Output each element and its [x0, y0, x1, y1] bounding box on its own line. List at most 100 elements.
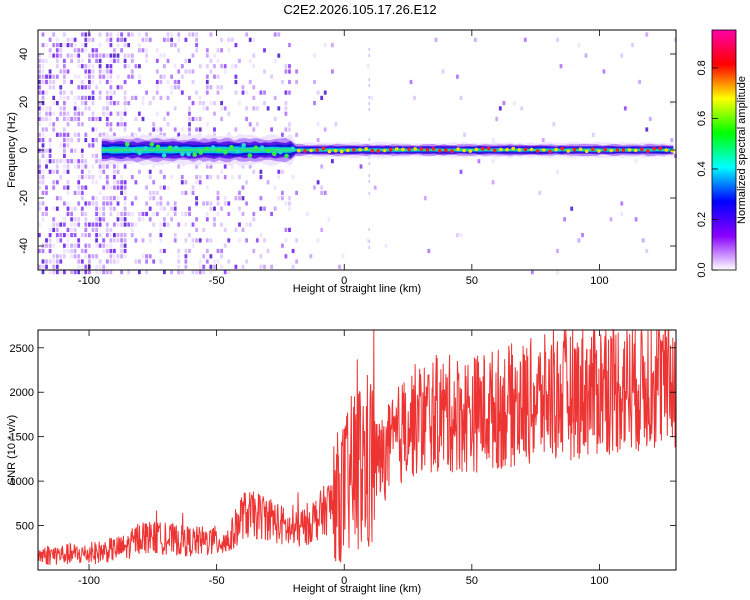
spectrogram-cell [152, 127, 156, 132]
spectrogram-cell [213, 264, 216, 269]
spectrogram-cell [55, 164, 59, 169]
spectrogram-cell [491, 180, 495, 185]
spectrogram-cell [541, 138, 545, 143]
spectrogram-cell [77, 190, 81, 195]
spectrogram-cell [220, 85, 223, 90]
spectrogram-cell [188, 116, 191, 122]
spectrogram-cell [80, 85, 84, 90]
spectrogram-cell [98, 159, 102, 164]
spectrogram-cell [109, 32, 113, 37]
spectrogram-cell [113, 175, 116, 180]
spectrogram-cell [98, 233, 102, 238]
spectrogram-cell [52, 264, 56, 269]
spectrogram-cell [105, 175, 109, 180]
spectrogram-cell [273, 185, 277, 190]
spectrogram-cell [205, 175, 209, 180]
spectrogram-cell [52, 206, 56, 211]
spectrogram-ridge-peak [597, 149, 601, 153]
spectrogram-cell [248, 58, 252, 63]
spectrogram-cell [113, 185, 116, 190]
spectrogram-cell [159, 79, 163, 85]
spectrogram-cell [130, 32, 134, 37]
spectrogram-cell [313, 185, 316, 190]
spectrogram-cell [252, 53, 256, 58]
spectrogram-cell [538, 190, 541, 195]
spectrogram-cell [148, 238, 152, 243]
spectrogram-cell [284, 127, 288, 132]
spectrogram-cell [63, 148, 66, 153]
spectrogram-ridge-peak [437, 148, 442, 153]
spectrogram-cell [102, 132, 106, 137]
spectrogram-ridge-peak [204, 146, 210, 152]
spectrogram-cell [191, 222, 195, 227]
spectrogram-cell [55, 169, 59, 174]
spectrogram-cell [180, 211, 184, 217]
spectrogram-cell [223, 175, 227, 180]
spectrogram-cell [105, 243, 109, 248]
spectrogram-cell [105, 69, 109, 74]
spectrogram-cell [38, 138, 41, 143]
spectrogram-cell [238, 175, 241, 180]
spectrogram-cell [306, 211, 309, 217]
spectrogram-cell [123, 122, 127, 127]
spectrogram-cell [123, 238, 127, 243]
spectrogram-cell [88, 169, 91, 174]
spectrogram-cell [145, 58, 148, 63]
spectrogram-cell [80, 79, 84, 85]
spectrogram-cell [138, 43, 141, 48]
spectrogram-cell [184, 180, 188, 185]
spectrogram-cell [123, 127, 127, 132]
spectrogram-cell [105, 106, 109, 111]
spectrogram-ridge-peak [566, 149, 571, 153]
spectrogram-cell [59, 132, 63, 137]
spectrogram-cell [434, 37, 438, 42]
spectrogram-cell [77, 85, 81, 90]
spectrogram-cell [459, 233, 463, 238]
spectrogram-cell [38, 58, 41, 63]
spectrogram-cell [55, 270, 59, 275]
spectrogram-ridge-peak [235, 148, 240, 154]
spectrogram-cell [213, 206, 216, 211]
spectrogram-cell [102, 248, 106, 254]
spectrogram-cell [123, 222, 127, 227]
spectrogram-cell [63, 270, 66, 275]
spectrogram-cell [141, 37, 145, 42]
spectrogram-cell [252, 95, 256, 100]
spectrogram-cell [102, 53, 106, 58]
spectrogram-cell [105, 132, 109, 137]
spectrogram-cell [48, 116, 52, 122]
spectrogram-cell [234, 264, 238, 269]
spectrogram-cell [77, 64, 81, 69]
spectrogram-cell [63, 233, 66, 238]
spectrogram-cell [55, 37, 59, 42]
spectrogram-cell [316, 238, 320, 243]
spectrogram-cell [66, 69, 70, 74]
spectrogram-cell [109, 201, 113, 206]
spectrogram-cell [180, 270, 184, 275]
spectrogram-cell [177, 259, 181, 264]
spectrogram-cell [109, 127, 113, 132]
spectrogram-cell [216, 211, 220, 217]
spectrogram-cell [166, 58, 170, 63]
spectrogram-cell [163, 116, 166, 122]
snr-x-tick-label: 100 [590, 575, 608, 587]
spectrogram-cell [105, 122, 109, 127]
spectrogram-cell [238, 206, 241, 211]
spectrogram-cell [152, 180, 156, 185]
spectrogram-cell [252, 169, 256, 174]
spectrogram-cell [77, 138, 81, 143]
spectrogram-ridge-peak [192, 152, 197, 157]
spectrogram-cell [48, 48, 52, 53]
spectrogram-cell [84, 95, 88, 100]
spectrogram-ridge-peak [155, 144, 161, 150]
spectrogram-cell [88, 243, 91, 248]
spectrogram-cell [48, 74, 52, 79]
spectrogram-cell [130, 227, 134, 232]
spectrogram-cell [73, 43, 77, 48]
spectrogram-cell [77, 270, 81, 275]
spectrogram-cell [230, 37, 234, 42]
spectrogram-cell [116, 74, 120, 79]
spectrogram-cell [245, 238, 248, 243]
spectrogram-cell [91, 101, 95, 106]
spectrogram-cell [141, 211, 145, 217]
